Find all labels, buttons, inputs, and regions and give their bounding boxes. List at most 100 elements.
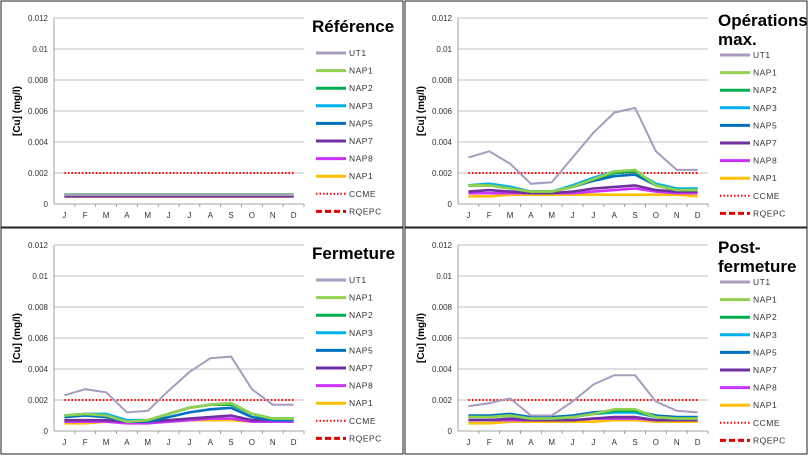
series-line-ut1 xyxy=(468,106,698,185)
y-tick-label: 0.006 xyxy=(432,334,453,343)
x-tick-label: A xyxy=(528,211,534,220)
legend-label: NAP1 xyxy=(349,293,373,303)
legend-label: RQEPC xyxy=(349,433,382,443)
legend-label: NAP3 xyxy=(349,101,373,111)
y-tick-label: 0.002 xyxy=(28,396,49,405)
x-tick-label: N xyxy=(674,211,680,220)
legend-label: NAP2 xyxy=(349,83,373,93)
series-line-nap1 xyxy=(468,193,698,198)
y-tick-label: 0.008 xyxy=(28,303,49,312)
x-tick-label: A xyxy=(124,211,130,220)
x-tick-label: D xyxy=(291,211,297,220)
legend-label: NAP8 xyxy=(753,383,777,393)
x-tick-label: S xyxy=(632,438,637,447)
legend-label: NAP7 xyxy=(349,363,373,373)
legend-label: UT1 xyxy=(349,48,367,58)
legend-label: RQEPC xyxy=(349,206,382,216)
chart-title: Opérations max. xyxy=(718,11,808,49)
y-tick-label: 0.012 xyxy=(28,14,49,23)
y-tick-label: 0.01 xyxy=(32,45,48,54)
legend-label: RQEPC xyxy=(753,435,786,445)
x-tick-label: F xyxy=(487,438,492,447)
legend-label: NAP1 xyxy=(753,68,777,78)
series-line-ut1 xyxy=(468,374,698,417)
x-tick-label: M xyxy=(144,438,151,447)
y-axis-label: [Cu] (mg/l) xyxy=(416,313,427,363)
y-tick-label: 0.004 xyxy=(28,138,49,147)
y-tick-label: 0.006 xyxy=(432,107,453,116)
series-line-nap5 xyxy=(468,409,698,419)
legend-label: RQEPC xyxy=(753,208,786,218)
chart-title: Fermeture xyxy=(312,244,395,263)
legend-label: NAP8 xyxy=(349,381,373,391)
chart-title-line: Post- xyxy=(718,238,761,257)
y-tick-label: 0.01 xyxy=(436,45,452,54)
legend-label: NAP2 xyxy=(753,312,777,322)
x-tick-label: J xyxy=(167,211,171,220)
y-tick-label: 0 xyxy=(448,427,453,436)
x-tick-label: J xyxy=(167,438,171,447)
legend-label: CCME xyxy=(349,416,376,426)
chart-title: Référence xyxy=(312,17,394,36)
legend-label: NAP7 xyxy=(753,365,777,375)
x-tick-label: O xyxy=(249,211,255,220)
y-axis-label: [Cu] (mg/l) xyxy=(416,86,427,136)
y-tick-label: 0.002 xyxy=(432,396,453,405)
x-tick-label: M xyxy=(507,438,514,447)
x-tick-label: A xyxy=(208,438,214,447)
y-tick-label: 0.008 xyxy=(432,303,453,312)
x-tick-label: F xyxy=(83,211,88,220)
x-tick-label: J xyxy=(62,438,66,447)
x-tick-label: J xyxy=(62,211,66,220)
legend-label: NAP1 xyxy=(349,398,373,408)
y-tick-label: 0.004 xyxy=(28,365,49,374)
y-tick-label: 0.012 xyxy=(432,241,453,250)
x-tick-label: M xyxy=(548,211,555,220)
chart-panel: 0 0.002 0.004 0.006 0.008 0.01 0.012 J F M A M J J A S O… xyxy=(404,0,808,228)
chart-panel: 0 0.002 0.004 0.006 0.008 0.01 0.012 J F M A M J J A S O… xyxy=(0,227,404,455)
y-tick-label: 0.004 xyxy=(432,138,453,147)
y-tick-label: 0.006 xyxy=(28,334,49,343)
y-tick-label: 0 xyxy=(448,200,453,209)
x-tick-label: N xyxy=(270,211,276,220)
legend-label: NAP1 xyxy=(349,171,373,181)
legend-label: NAP7 xyxy=(753,138,777,148)
x-tick-label: M xyxy=(548,438,555,447)
x-tick-label: O xyxy=(249,438,255,447)
legend-label: NAP8 xyxy=(349,154,373,164)
series-line-nap1 xyxy=(468,418,698,425)
legend-label: NAP1 xyxy=(753,295,777,305)
x-tick-label: M xyxy=(103,211,110,220)
y-tick-label: 0.012 xyxy=(28,241,49,250)
legend-label: NAP5 xyxy=(753,120,777,130)
panel-frame xyxy=(0,0,404,228)
legend-label: NAP3 xyxy=(753,103,777,113)
x-tick-label: A xyxy=(612,438,618,447)
x-tick-label: S xyxy=(228,211,233,220)
legend-label: NAP5 xyxy=(349,345,373,355)
legend-label: CCME xyxy=(349,189,376,199)
y-tick-label: 0 xyxy=(44,200,49,209)
x-tick-label: A xyxy=(612,211,618,220)
series-line-nap1 xyxy=(64,401,294,424)
chart-panel: 0 0.002 0.004 0.006 0.008 0.01 0.012 J F M A M J J A S O… xyxy=(404,227,808,455)
chart-title-line: fermeture xyxy=(718,257,796,276)
x-tick-label: D xyxy=(695,211,701,220)
x-tick-label: N xyxy=(674,438,680,447)
series-line-nap1 xyxy=(468,408,698,420)
y-tick-label: 0 xyxy=(44,427,49,436)
x-tick-label: O xyxy=(653,211,659,220)
legend-label: UT1 xyxy=(349,275,367,285)
series-line-nap7 xyxy=(468,415,698,422)
x-tick-label: D xyxy=(291,438,297,447)
chart-title-line: max. xyxy=(718,30,757,49)
x-tick-label: M xyxy=(103,438,110,447)
x-tick-label: O xyxy=(653,438,659,447)
legend-label: UT1 xyxy=(753,277,771,287)
x-tick-label: M xyxy=(144,211,151,220)
series-line-nap8 xyxy=(468,187,698,195)
x-tick-label: J xyxy=(571,211,575,220)
series-line-ut1 xyxy=(64,355,294,414)
legend-label: NAP3 xyxy=(349,328,373,338)
